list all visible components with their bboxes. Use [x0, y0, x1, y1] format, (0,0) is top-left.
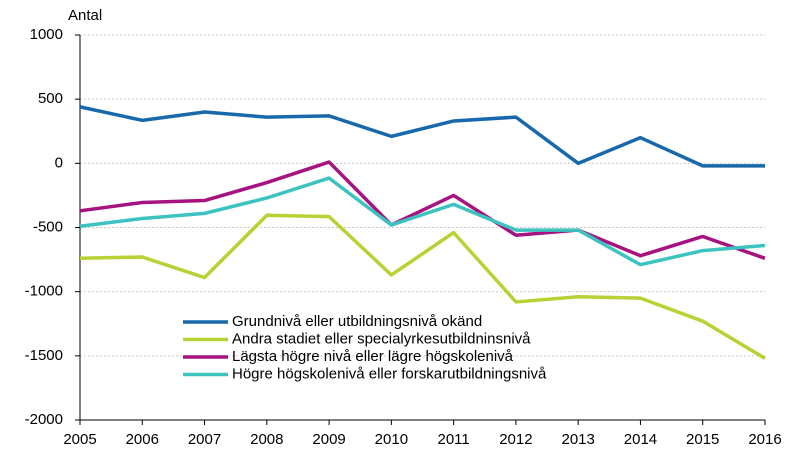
series-line	[79, 176, 766, 267]
y-tick-label: -1500	[25, 347, 63, 364]
y-tick-label: -1000	[25, 283, 63, 300]
y-axis-label: Antal	[68, 7, 102, 24]
y-tick-label: -2000	[25, 411, 63, 428]
x-tick-label: 2011	[438, 431, 470, 448]
x-tick-label: 2008	[250, 431, 283, 448]
x-tick-label: 2013	[561, 431, 594, 448]
legend-label: Grundnivå eller utbildningsnivå okänd	[232, 313, 482, 330]
series-line	[79, 213, 766, 360]
x-tick-label: 2012	[499, 431, 532, 448]
legend-label: Högre högskolenivå eller forskarutbildni…	[232, 365, 547, 382]
legend-label: Andra stadiet eller specialyrkesutbildni…	[232, 330, 531, 347]
x-tick-label: 2005	[63, 431, 96, 448]
y-tick-label: 0	[55, 154, 63, 171]
x-tick-label: 2007	[188, 431, 221, 448]
x-tick-label: 2014	[624, 431, 657, 448]
series-line	[79, 105, 765, 168]
series-line	[79, 160, 766, 260]
legend-label: Lägsta högre nivå eller lägre högskoleni…	[232, 348, 514, 365]
y-tick-label: 1000	[30, 26, 63, 43]
x-tick-label: 2010	[375, 431, 408, 448]
x-tick-label: 2015	[686, 431, 719, 448]
y-tick-label: 500	[38, 90, 63, 107]
x-tick-label: 2009	[312, 431, 345, 448]
x-tick-label: 2016	[748, 431, 781, 448]
x-tick-label: 2006	[126, 431, 159, 448]
y-tick-label: -500	[33, 218, 63, 235]
